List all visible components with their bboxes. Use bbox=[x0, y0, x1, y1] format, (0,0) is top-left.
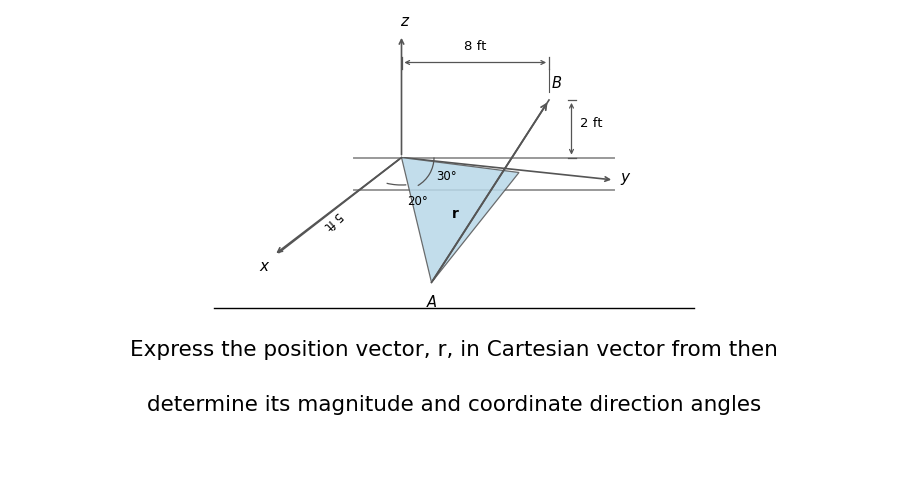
Text: 20°: 20° bbox=[408, 195, 429, 208]
Text: r: r bbox=[451, 206, 459, 220]
Text: 5 ft: 5 ft bbox=[321, 208, 344, 232]
Text: y: y bbox=[620, 170, 629, 185]
Text: z: z bbox=[400, 14, 408, 29]
Text: 8 ft: 8 ft bbox=[464, 40, 487, 54]
Text: Express the position vector, r, in Cartesian vector from then: Express the position vector, r, in Carte… bbox=[130, 340, 778, 360]
Text: A: A bbox=[427, 295, 437, 310]
Polygon shape bbox=[401, 158, 519, 282]
Text: determine its magnitude and coordinate direction angles: determine its magnitude and coordinate d… bbox=[147, 395, 761, 415]
Text: x: x bbox=[259, 259, 268, 274]
Text: B: B bbox=[551, 76, 561, 91]
Text: 30°: 30° bbox=[437, 170, 457, 183]
Text: 2 ft: 2 ft bbox=[580, 117, 603, 130]
